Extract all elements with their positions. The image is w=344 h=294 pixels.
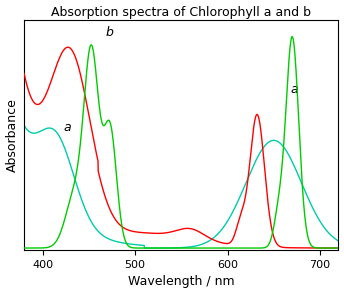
Text: a: a: [290, 83, 298, 96]
Y-axis label: Absorbance: Absorbance: [6, 98, 19, 172]
Title: Absorption spectra of Chlorophyll a and b: Absorption spectra of Chlorophyll a and …: [51, 6, 311, 19]
Text: a: a: [64, 121, 71, 134]
Text: b: b: [105, 26, 113, 39]
X-axis label: Wavelength / nm: Wavelength / nm: [128, 275, 235, 288]
